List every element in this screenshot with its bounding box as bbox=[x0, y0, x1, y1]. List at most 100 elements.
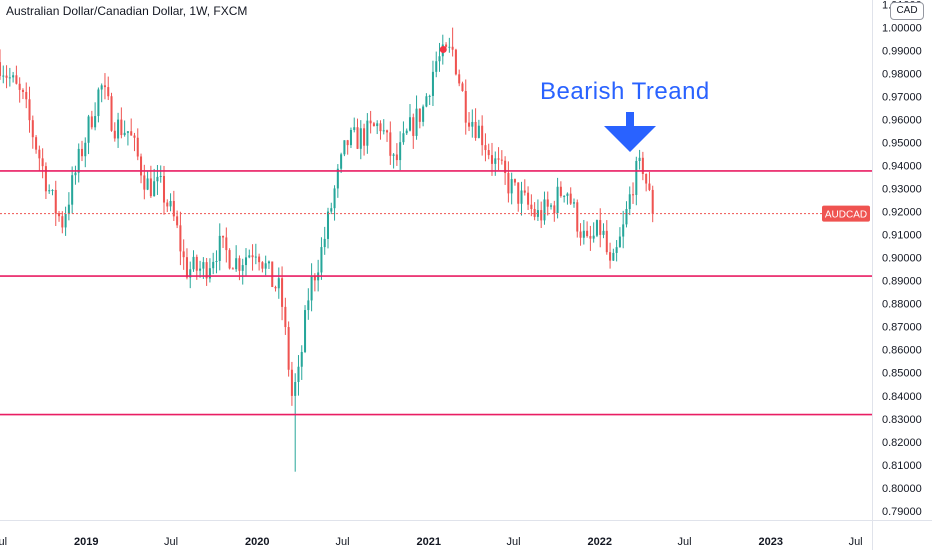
candle-body bbox=[451, 46, 454, 50]
candle-body bbox=[569, 193, 572, 204]
candle-body bbox=[294, 381, 297, 396]
candle-body bbox=[87, 116, 90, 143]
candle-body bbox=[405, 130, 408, 134]
currency-badge[interactable]: CAD bbox=[890, 2, 924, 20]
candle-body bbox=[97, 89, 100, 117]
candle-body bbox=[159, 175, 162, 177]
candle-body bbox=[153, 181, 156, 197]
candle-body bbox=[648, 183, 651, 190]
candle-body bbox=[527, 192, 530, 205]
pivot-marker bbox=[439, 45, 447, 53]
candle-body bbox=[199, 268, 202, 271]
candle-body bbox=[359, 128, 362, 149]
candle-body bbox=[622, 224, 625, 237]
candle-body bbox=[605, 230, 608, 253]
candle-body bbox=[408, 117, 412, 131]
candle-body bbox=[212, 261, 215, 269]
candle-body bbox=[425, 96, 428, 107]
candle-body bbox=[546, 199, 549, 207]
candle-body bbox=[363, 128, 366, 146]
candle-body bbox=[208, 268, 211, 279]
candle-body bbox=[192, 256, 195, 270]
candle-body bbox=[563, 195, 566, 197]
candle-body bbox=[18, 83, 21, 90]
candle-body bbox=[179, 225, 182, 252]
candle-body bbox=[517, 182, 520, 204]
candle-body bbox=[267, 261, 270, 264]
candle-body bbox=[281, 278, 284, 307]
candle-body bbox=[8, 77, 11, 79]
candle-body bbox=[176, 216, 179, 226]
candle-body bbox=[349, 129, 352, 146]
candle-body bbox=[277, 278, 280, 289]
candle-body bbox=[71, 175, 74, 205]
candle-body bbox=[379, 123, 382, 132]
candle-body bbox=[395, 154, 398, 161]
candle-body bbox=[195, 256, 198, 271]
candle-body bbox=[172, 200, 175, 217]
y-tick-label: 0.90000 bbox=[882, 253, 922, 265]
candle-body bbox=[559, 186, 562, 196]
candle-body bbox=[271, 261, 274, 287]
candle-body bbox=[586, 230, 589, 237]
y-tick-label: 0.81000 bbox=[882, 460, 922, 472]
candle-body bbox=[41, 158, 44, 167]
candle-body bbox=[336, 168, 339, 189]
y-tick-label: 0.99000 bbox=[882, 46, 922, 58]
candle-body bbox=[625, 209, 628, 225]
y-tick-label: 0.93000 bbox=[882, 184, 922, 196]
candle-body bbox=[287, 327, 290, 370]
x-tick-label: 2021 bbox=[416, 536, 440, 548]
candle-body bbox=[651, 189, 654, 214]
x-tick-label: Jul bbox=[0, 536, 7, 548]
candle-body bbox=[261, 262, 264, 269]
candle-body bbox=[238, 258, 241, 271]
candle-body bbox=[618, 236, 621, 248]
candle-body bbox=[599, 220, 602, 235]
candle-body bbox=[31, 120, 34, 138]
chart-title: Australian Dollar/Canadian Dollar, 1W, F… bbox=[6, 4, 248, 18]
candle-body bbox=[64, 214, 67, 228]
candle-body bbox=[51, 189, 54, 191]
candle-body bbox=[340, 154, 343, 169]
candle-body bbox=[133, 135, 136, 138]
candle-body bbox=[435, 61, 438, 72]
candle-body bbox=[300, 351, 303, 367]
candle-body bbox=[84, 142, 87, 157]
candle-body bbox=[0, 62, 2, 76]
candle-body bbox=[61, 216, 64, 228]
candle-body bbox=[136, 137, 139, 157]
candle-body bbox=[130, 131, 133, 136]
y-tick-label: 0.95000 bbox=[882, 138, 922, 150]
candle-body bbox=[258, 256, 261, 263]
candle-body bbox=[248, 255, 251, 258]
candle-body bbox=[149, 178, 152, 197]
candle-body bbox=[140, 156, 143, 176]
y-tick-label: 0.91000 bbox=[882, 230, 922, 242]
candle-body bbox=[438, 56, 441, 62]
candle-body bbox=[579, 231, 582, 238]
candle-body bbox=[372, 123, 375, 127]
candle-body bbox=[94, 116, 97, 128]
y-tick-label: 0.96000 bbox=[882, 115, 922, 127]
y-tick-label: 0.89000 bbox=[882, 276, 922, 288]
candle-body bbox=[113, 130, 116, 139]
y-tick-label: 0.98000 bbox=[882, 69, 922, 81]
candle-body bbox=[156, 176, 159, 182]
y-tick-label: 0.82000 bbox=[882, 437, 922, 449]
candle-body bbox=[628, 194, 631, 210]
candle-body bbox=[107, 87, 110, 97]
candle-body bbox=[15, 75, 18, 84]
y-tick-label: 0.94000 bbox=[882, 161, 922, 173]
candle-body bbox=[146, 178, 149, 190]
candle-body bbox=[494, 158, 497, 164]
candle-body bbox=[500, 159, 503, 161]
candle-body bbox=[182, 251, 185, 258]
symbol-tag bbox=[822, 205, 870, 222]
candle-body bbox=[445, 44, 448, 47]
candle-body bbox=[330, 208, 333, 212]
candle-body bbox=[320, 247, 323, 273]
candle-body bbox=[356, 127, 359, 149]
